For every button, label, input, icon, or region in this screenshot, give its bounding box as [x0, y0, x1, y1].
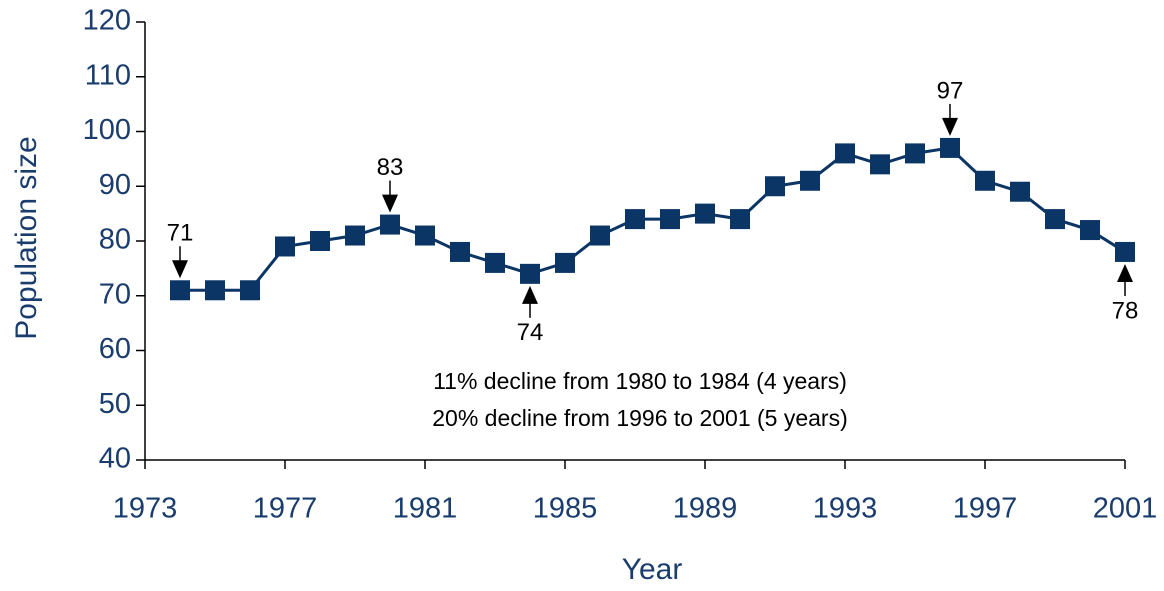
- marker: [870, 154, 890, 175]
- marker: [520, 263, 540, 284]
- data-label: 97: [937, 77, 964, 104]
- y-tick-label: 80: [99, 224, 131, 256]
- note: 20% decline from 1996 to 2001 (5 years): [432, 405, 848, 431]
- marker: [1010, 181, 1030, 202]
- y-tick-label: 90: [99, 169, 131, 201]
- y-tick-label: 110: [85, 59, 131, 91]
- data-label: 74: [517, 319, 544, 346]
- note: 11% decline from 1980 to 1984 (4 years): [433, 368, 847, 394]
- arrow-head: [942, 117, 958, 136]
- arrow-head: [382, 194, 398, 213]
- marker: [590, 225, 610, 246]
- marker: [625, 209, 645, 230]
- marker: [835, 143, 855, 164]
- y-tick-label: 70: [99, 278, 131, 310]
- x-tick-label: 1977: [253, 493, 318, 525]
- y-axis-title: Population size: [10, 136, 43, 339]
- y-tick-label: 120: [83, 5, 131, 37]
- marker: [555, 252, 575, 273]
- marker: [450, 241, 470, 262]
- x-tick-label: 1997: [953, 493, 1018, 525]
- marker: [380, 214, 400, 235]
- marker: [240, 280, 260, 301]
- marker: [310, 231, 330, 251]
- x-tick-label: 2001: [1093, 493, 1158, 525]
- x-tick-label: 1993: [813, 493, 878, 525]
- marker: [275, 236, 295, 257]
- y-tick-label: 100: [83, 114, 131, 146]
- data-label: 83: [377, 154, 404, 181]
- data-label: 71: [167, 220, 194, 247]
- y-tick-label: 40: [99, 443, 131, 475]
- marker: [660, 209, 680, 230]
- marker: [415, 225, 435, 246]
- marker: [345, 225, 365, 246]
- marker: [905, 143, 925, 164]
- marker: [485, 252, 505, 273]
- marker: [170, 280, 190, 301]
- marker: [1045, 209, 1065, 230]
- marker: [730, 209, 750, 230]
- arrow-head: [1117, 263, 1133, 282]
- x-axis-title: Year: [622, 553, 683, 586]
- marker: [1080, 220, 1100, 241]
- marker: [1115, 241, 1135, 262]
- marker: [695, 203, 715, 224]
- marker: [975, 170, 995, 191]
- x-tick-label: 1981: [393, 493, 458, 525]
- arrow-head: [522, 285, 538, 304]
- marker: [940, 137, 960, 158]
- marker: [205, 280, 225, 301]
- marker: [765, 176, 785, 197]
- x-tick-label: 1973: [113, 493, 178, 525]
- arrow-head: [172, 260, 188, 279]
- series-line: [180, 146, 1126, 292]
- y-tick-label: 60: [99, 333, 131, 365]
- marker: [800, 170, 820, 191]
- x-tick-label: 1989: [673, 493, 738, 525]
- x-tick-label: 1985: [533, 493, 598, 525]
- data-label: 78: [1112, 297, 1139, 324]
- y-tick-label: 50: [99, 388, 131, 420]
